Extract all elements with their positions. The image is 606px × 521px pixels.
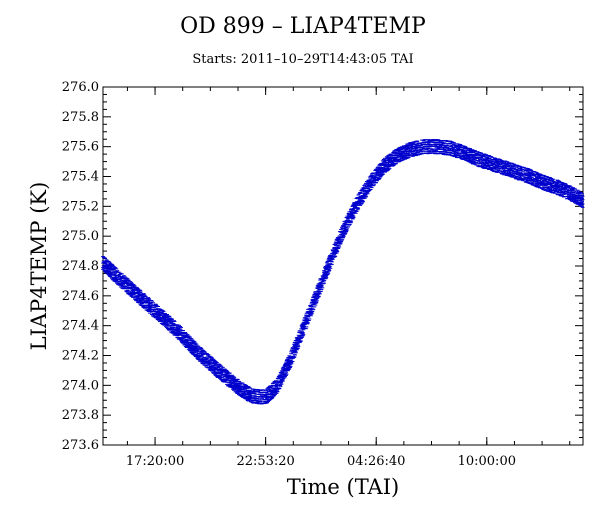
x-axis-label: Time (TAI) bbox=[287, 475, 399, 499]
y-tick-label: 274.0 bbox=[62, 378, 99, 393]
plot-frame bbox=[102, 86, 584, 446]
x-tick-label: 10:00:00 bbox=[458, 454, 516, 469]
y-tick-label: 273.6 bbox=[62, 438, 99, 453]
y-tick-label: 274.8 bbox=[62, 259, 99, 274]
x-tick-label: 04:26:40 bbox=[347, 454, 405, 469]
chart-title: OD 899 – LIAP4TEMP bbox=[180, 14, 426, 39]
x-tick-label: 22:53:20 bbox=[236, 454, 294, 469]
y-tick-label: 273.8 bbox=[62, 408, 99, 423]
plot-area: 273.6 273.8 274.0 274.2 274.4 274.6 274.8 275.0… bbox=[62, 80, 585, 469]
chart-subtitle: Starts: 2011–10–29T14:43:05 TAI bbox=[192, 52, 414, 67]
y-tick-label: 275.8 bbox=[62, 110, 99, 125]
y-tick-label: 274.2 bbox=[62, 349, 99, 364]
y-tick-label: 275.6 bbox=[62, 140, 99, 155]
y-tick-label: 274.4 bbox=[62, 319, 99, 334]
y-tick-label: 275.0 bbox=[62, 229, 99, 244]
y-tick-label: 275.2 bbox=[62, 199, 99, 214]
x-tick-label: 17:20:00 bbox=[126, 454, 184, 469]
y-axis-label: LIAP4TEMP (K) bbox=[27, 182, 51, 351]
y-tick-label: 274.6 bbox=[62, 289, 99, 304]
y-tick-label: 275.4 bbox=[62, 170, 99, 185]
y-tick-label: 276.0 bbox=[62, 80, 99, 95]
